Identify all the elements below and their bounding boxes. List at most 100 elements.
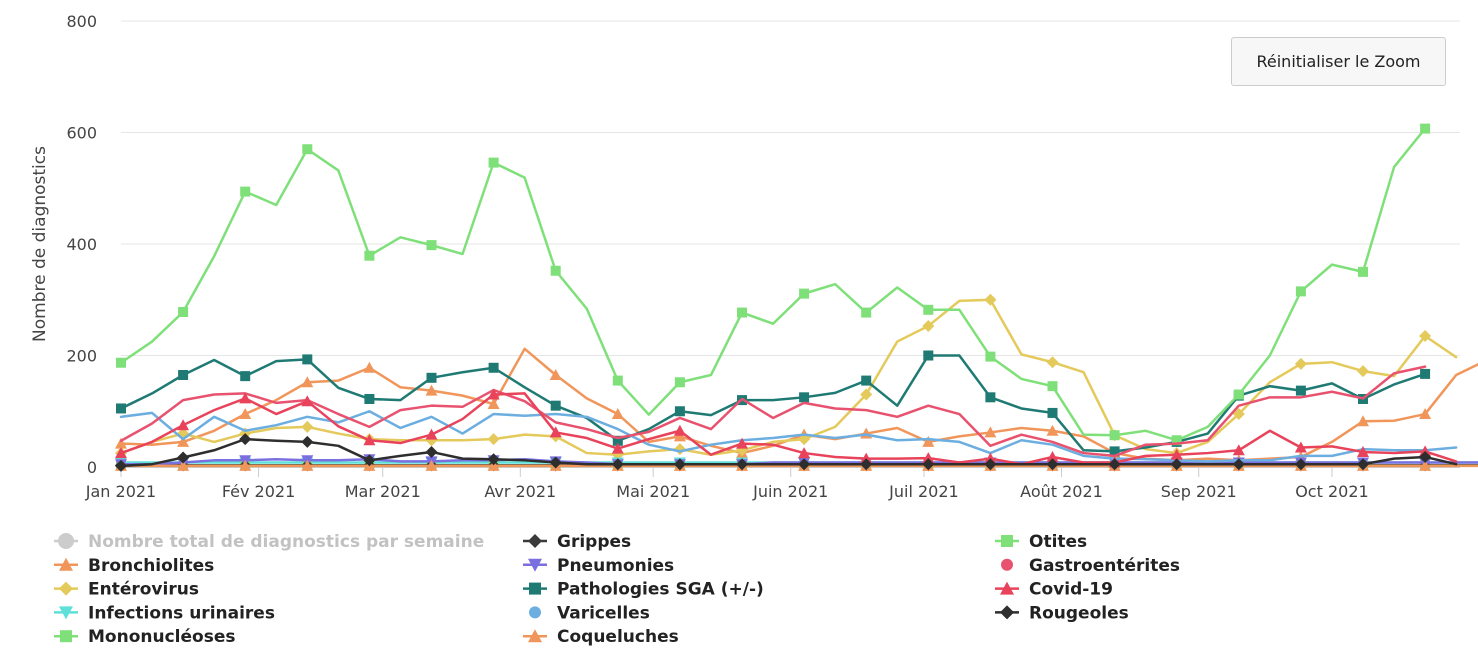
data-point-covid-19: [736, 437, 748, 449]
series-line-varicelles: [119, 410, 1458, 463]
data-point-enterovirus: [1294, 357, 1307, 370]
data-point-otites: [426, 240, 437, 251]
data-point-otites: [240, 186, 251, 197]
legend-item-pathologies-sga[interactable]: Pathologies SGA (+/-): [523, 580, 764, 600]
data-point-otites: [1295, 286, 1306, 297]
reset-zoom-button[interactable]: Réinitialiser le Zoom: [1231, 37, 1446, 86]
x-tick-label: Oct 2021: [1295, 482, 1368, 501]
legend-symbol: [1001, 535, 1013, 547]
legend-label[interactable]: Varicelles: [557, 603, 650, 623]
data-point-coqueluches: [239, 459, 252, 471]
legend-item-rougeoles[interactable]: Rougeoles: [995, 603, 1129, 623]
x-axis: Jan 2021 Fév 2021 Mar 2021 Avr 2021 Mai 2021…: [85, 467, 1460, 501]
legend-item-enterovirus[interactable]: Entérovirus: [54, 580, 199, 600]
data-point-rougeoles: [1170, 458, 1183, 471]
legend-item-coqueluches[interactable]: Coqueluches: [523, 627, 679, 647]
data-point-bronchiolites: [115, 437, 127, 449]
legend: Nombre total de diagnostics par semaine B…: [54, 532, 1180, 647]
data-point-rougeoles: [1357, 458, 1369, 471]
legend-item-varicelles[interactable]: Varicelles: [529, 603, 650, 623]
legend-item-gastroenterites[interactable]: Gastroentérites: [1001, 556, 1180, 576]
legend-symbol: [60, 630, 72, 643]
data-point-pathologies-sga: [799, 392, 810, 403]
legend-label[interactable]: Otites: [1029, 532, 1087, 552]
legend-item-grippes[interactable]: Grippes: [523, 532, 631, 552]
data-point-enterovirus: [984, 293, 997, 306]
data-point-covid-19: [798, 447, 811, 459]
legend-label[interactable]: Entérovirus: [88, 580, 199, 600]
data-point-covid-19: [301, 395, 314, 407]
data-point-rougeoles: [177, 451, 190, 464]
series-lines: [115, 123, 1478, 472]
series-gastroenterites: [119, 365, 1427, 458]
data-point-bronchiolites: [487, 398, 500, 410]
legend-label[interactable]: Infections urinaires: [88, 603, 275, 623]
data-point-rougeoles: [239, 433, 252, 446]
data-point-covid-19: [860, 452, 873, 464]
data-point-bronchiolites: [549, 369, 562, 381]
data-point-pathologies-sga: [1047, 407, 1058, 418]
data-point-bronchiolites: [177, 435, 190, 447]
legend-label[interactable]: Pathologies SGA (+/-): [557, 580, 764, 600]
data-point-otites: [737, 307, 747, 318]
legend-item-nombre-total-de-diagnostics-par-semaine[interactable]: Nombre total de diagnostics par semaine: [54, 532, 484, 552]
data-point-otites: [674, 377, 685, 388]
legend-symbol: [529, 582, 541, 595]
data-point-otites: [1109, 430, 1120, 441]
data-point-rougeoles: [1108, 458, 1121, 471]
legend-item-bronchiolites[interactable]: Bronchiolites: [54, 556, 214, 576]
data-point-pathologies-sga: [488, 362, 499, 373]
data-point-rougeoles: [301, 435, 314, 448]
legend-label[interactable]: Pneumonies: [557, 556, 674, 576]
legend-label[interactable]: Covid-19: [1029, 580, 1113, 600]
series-otites: [116, 123, 1431, 446]
data-point-covid-19: [1046, 450, 1059, 462]
legend-item-pneumonies[interactable]: Pneumonies: [523, 556, 674, 576]
data-point-otites: [116, 357, 126, 368]
data-point-covid-19: [239, 392, 252, 404]
legend-label[interactable]: Bronchiolites: [88, 556, 214, 576]
data-point-covid-19: [984, 452, 997, 464]
series-line-pathologies-sga: [119, 354, 1427, 453]
data-point-rougeoles: [1294, 458, 1307, 471]
data-point-enterovirus: [673, 443, 686, 456]
legend-symbol: [59, 581, 73, 596]
data-point-covid-19: [673, 424, 686, 436]
data-point-pathologies-sga: [1109, 446, 1120, 457]
legend-label[interactable]: Rougeoles: [1029, 603, 1129, 623]
data-point-rougeoles: [798, 458, 811, 471]
data-point-rougeoles: [673, 458, 686, 471]
data-point-covid-19: [1170, 448, 1183, 460]
legend-label[interactable]: Coqueluches: [557, 627, 679, 647]
legend-label[interactable]: Grippes: [557, 532, 631, 552]
data-point-enterovirus: [860, 388, 873, 401]
data-point-otites: [364, 250, 375, 261]
data-point-otites: [923, 304, 934, 315]
legend-label[interactable]: Nombre total de diagnostics par semaine: [88, 532, 484, 552]
data-point-enterovirus: [1046, 356, 1059, 369]
data-point-rougeoles: [363, 454, 376, 467]
data-point-bronchiolites: [1419, 408, 1432, 420]
data-point-otites: [612, 375, 623, 386]
data-point-pathologies-sga: [923, 350, 934, 361]
data-point-covid-19: [363, 434, 376, 446]
data-point-bronchiolites: [425, 384, 438, 396]
data-point-covid-19: [611, 442, 624, 454]
y-tick-label: 800: [66, 12, 97, 31]
data-point-enterovirus: [1232, 408, 1245, 421]
data-point-rougeoles: [425, 445, 438, 458]
legend-item-covid-19[interactable]: Covid-19: [995, 580, 1113, 600]
y-axis: 0 200 400 600 800: [66, 12, 97, 477]
legend-item-mononucleoses[interactable]: Mononucléoses: [54, 627, 235, 647]
legend-label[interactable]: Gastroentérites: [1029, 556, 1180, 576]
legend-item-infections-urinaires[interactable]: Infections urinaires: [54, 603, 275, 623]
data-point-otites: [799, 288, 810, 299]
data-point-pathologies-sga: [612, 435, 623, 446]
legend-item-otites[interactable]: Otites: [995, 532, 1087, 552]
data-point-covid-19: [115, 447, 127, 459]
data-point-rougeoles: [736, 458, 748, 471]
legend-label[interactable]: Mononucléoses: [88, 627, 235, 647]
data-point-rougeoles: [1419, 450, 1432, 463]
series-line-enterovirus: [119, 298, 1458, 456]
